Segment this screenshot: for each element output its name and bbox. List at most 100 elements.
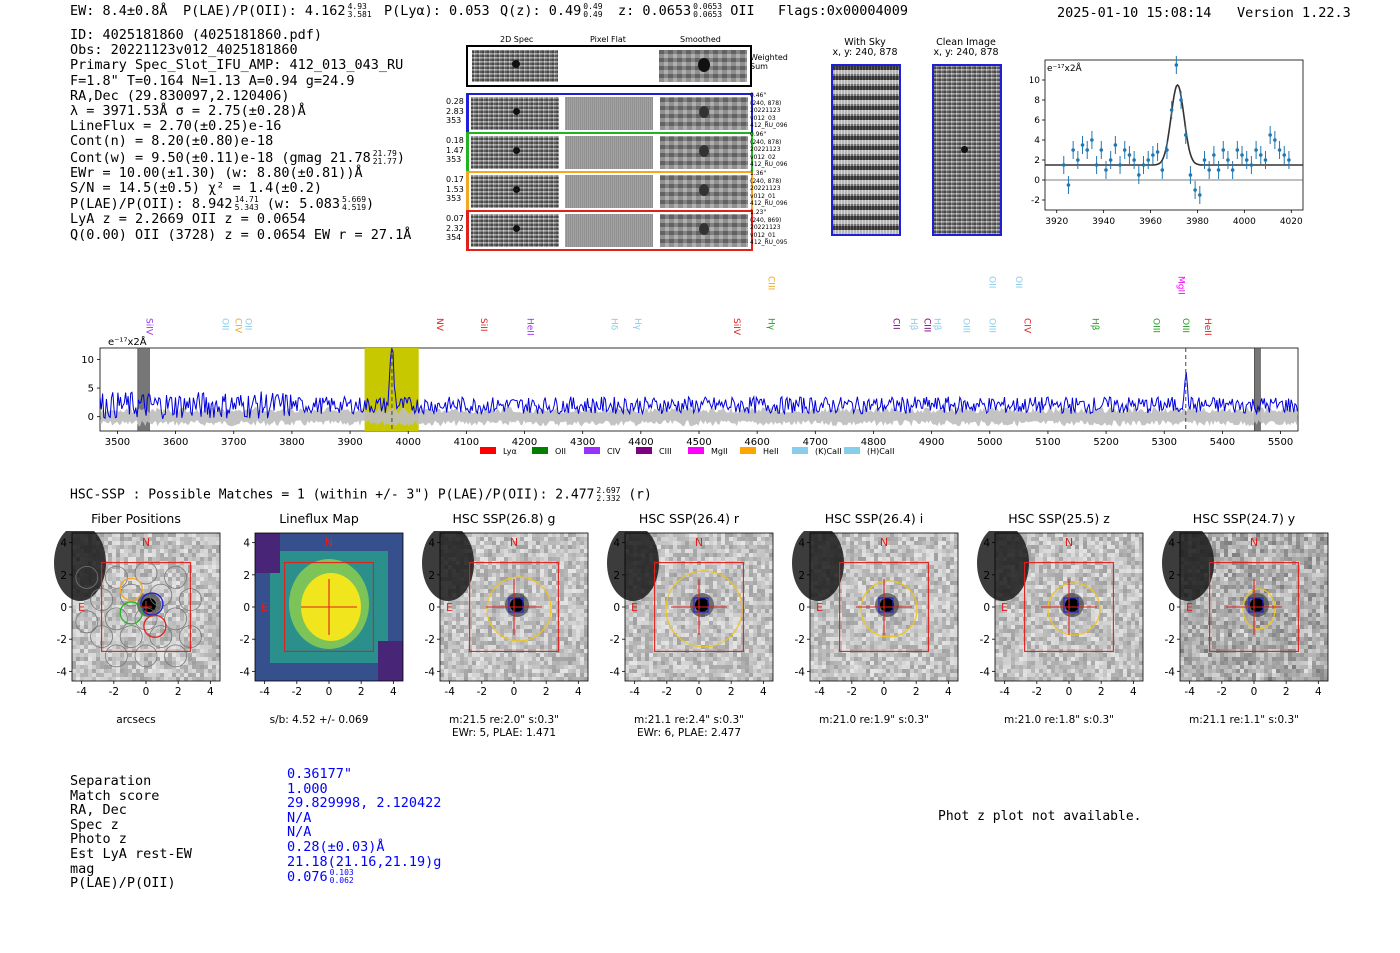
hsc-pixel: [476, 613, 480, 617]
hsc-pixel: [749, 673, 753, 677]
hsc-pixel: [705, 541, 709, 545]
hsc-pixel: [524, 661, 528, 665]
hsc-pixel: [452, 653, 456, 657]
hsc-pixel: [164, 641, 168, 645]
hsc-pixel: [460, 621, 464, 625]
hsc-pixel: [625, 625, 629, 629]
hsc-pixel: [761, 665, 765, 669]
hsc-pixel: [452, 609, 456, 613]
hsc-pixel: [717, 645, 721, 649]
hsc-pixel: [148, 573, 152, 577]
hsc-pixel: [76, 665, 80, 669]
hsc-pixel: [934, 549, 938, 553]
hsc-pixel: [705, 661, 709, 665]
hsc-pixel: [753, 601, 757, 605]
hsc-pixel: [484, 541, 488, 545]
hsc-pixel: [200, 629, 204, 633]
hsc-pixel: [757, 645, 761, 649]
hsc-pixel: [132, 673, 136, 677]
hsc-pixel: [709, 621, 713, 625]
hsc-pixel: [132, 669, 136, 673]
hsc-pixel: [456, 669, 460, 673]
hsc-pixel: [528, 629, 532, 633]
hsc-pixel: [172, 633, 176, 637]
hsc-pixel: [476, 653, 480, 657]
hsc-pixel: [677, 545, 681, 549]
hsc-pixel: [540, 625, 544, 629]
hsc-pixel: [757, 541, 761, 545]
hsc-pixel: [665, 577, 669, 581]
hsc-pixel: [472, 541, 476, 545]
hsc-pixel: [886, 537, 890, 541]
hsc-pixel: [568, 549, 572, 553]
hsc-pixel: [476, 605, 480, 609]
hsc-pixel: [572, 605, 576, 609]
hsc-pixel: [564, 541, 568, 545]
hsc-pixel: [705, 581, 709, 585]
hsc-pixel: [196, 673, 200, 677]
hsc-pixel: [212, 557, 216, 561]
hsc-pixel: [568, 633, 572, 637]
hsc-pixel: [737, 569, 741, 573]
hsc-pixel: [500, 549, 504, 553]
hsc-pixel: [661, 637, 665, 641]
hsc-pixel: [560, 565, 564, 569]
hsc-pixel: [440, 617, 444, 621]
hsc-pixel: [104, 557, 108, 561]
hsc-pixel: [838, 533, 842, 537]
hsc-pixel: [556, 557, 560, 561]
hsc-pixel: [496, 617, 500, 621]
hsc-pixel: [633, 657, 637, 661]
hsc-pixel: [677, 645, 681, 649]
hsc-pixel: [564, 533, 568, 537]
hsc-pixel: [128, 573, 132, 577]
hsc-pixel: [100, 533, 104, 537]
hsc-pixel: [721, 565, 725, 569]
hsc-pixel: [729, 621, 733, 625]
hsc-pixel: [568, 677, 572, 681]
hsc-pixel: [472, 621, 476, 625]
hsc-pixel: [476, 537, 480, 541]
spec2d-weighted-row: [466, 45, 752, 87]
hsc-pixel: [104, 601, 108, 605]
hsc-pixel: [496, 565, 500, 569]
hsc-pixel: [108, 625, 112, 629]
hsc-pixel: [192, 549, 196, 553]
hsc-pixel: [108, 585, 112, 589]
hsc-pixel: [112, 653, 116, 657]
hsc-pixel: [902, 553, 906, 557]
hsc-pixel: [504, 537, 508, 541]
hsc-pixel: [96, 613, 100, 617]
hsc-pixel: [717, 589, 721, 593]
hsc-pixel: [488, 541, 492, 545]
hsc-pixel: [92, 673, 96, 677]
hsc-pixel: [769, 581, 773, 585]
hsc-pixel: [476, 581, 480, 585]
zoom-xtick-label: 4020: [1280, 217, 1303, 227]
hsc-pixel: [681, 537, 685, 541]
hsc-pixel: [842, 545, 846, 549]
hsc-pixel: [488, 645, 492, 649]
hsc-pixel: [572, 613, 576, 617]
hsc-pixel: [544, 657, 548, 661]
hsc-pixel: [516, 637, 520, 641]
hsc-pixel: [528, 657, 532, 661]
hsc-pixel: [713, 589, 717, 593]
hsc-pixel: [180, 537, 184, 541]
hsc-pixel: [673, 665, 677, 669]
hsc-pixel: [625, 641, 629, 645]
hsc-pixel: [532, 621, 536, 625]
hsc-pixel: [753, 593, 757, 597]
hsc-pixel: [629, 677, 633, 681]
hsc-pixel: [520, 577, 524, 581]
hsc-pixel: [112, 557, 116, 561]
hsc-pixel: [765, 597, 769, 601]
spec2d-row-right-value: 20221123: [750, 146, 781, 153]
hsc-pixel: [725, 565, 729, 569]
hsc-pixel: [480, 625, 484, 629]
hsc-pixel: [480, 617, 484, 621]
hsc-pixel: [88, 657, 92, 661]
hsc-pixel: [512, 545, 516, 549]
hsc-pixel: [484, 609, 488, 613]
